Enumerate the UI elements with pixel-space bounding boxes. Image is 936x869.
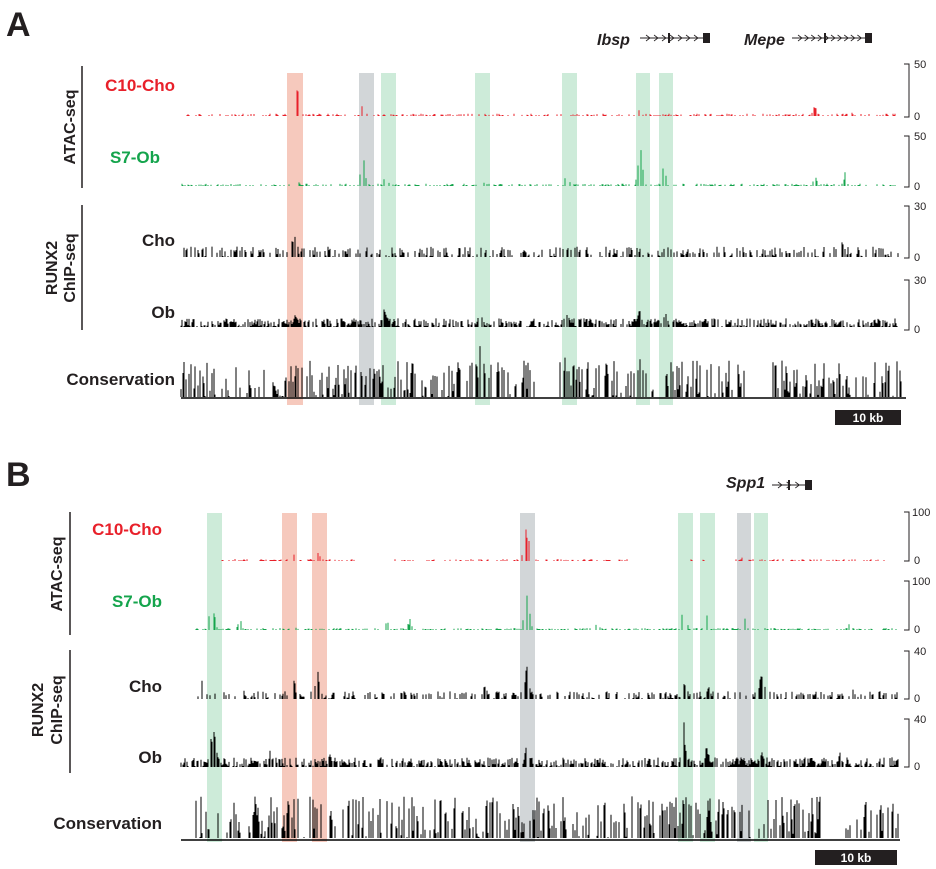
track-label-c10-cho: C10-Cho [92, 520, 162, 539]
axis-max-ob: 40 [914, 714, 926, 726]
axis-max-s7-ob: 100 [912, 576, 930, 588]
strand-arrow [795, 481, 800, 489]
highlight-band [678, 513, 693, 842]
panel-a-figure: A Ibsp Mepe ATAC-seq RUNX2 ChIP-seq C10-… [6, 6, 926, 425]
gene-model-mepe [792, 33, 872, 43]
axis-max-c10-cho: 100 [912, 507, 930, 519]
axis-min-cho: 0 [914, 693, 920, 705]
axis-max-cho: 30 [914, 201, 926, 213]
panel-b-figure: B Spp1 ATAC-seq RUNX2 ChIP-seq C10-Cho S… [6, 456, 930, 865]
strand-arrow [810, 34, 816, 42]
group-label-chipseq: ChIP-seq [62, 233, 79, 302]
axis-max-c10-cho: 50 [914, 59, 926, 71]
panel-label-b: B [6, 456, 31, 494]
highlight-band [636, 73, 650, 405]
panel-label-a: A [6, 6, 31, 44]
track-label-s7-ob: S7-Ob [110, 148, 160, 167]
signal-track [180, 309, 898, 327]
strand-arrow [837, 34, 843, 42]
strand-arrow [797, 34, 803, 42]
strand-arrow [677, 34, 683, 42]
strand-arrow [817, 34, 823, 42]
signal-track [181, 150, 896, 186]
signal-track [186, 90, 896, 116]
highlight-band [207, 513, 222, 842]
strand-arrow [843, 34, 849, 42]
highlight-band [282, 513, 297, 842]
gene-label-ibsp: Ibsp [597, 32, 630, 49]
b-y-axes [904, 511, 910, 768]
a-y-axes [904, 63, 910, 331]
b-highlight-regions [207, 513, 768, 842]
gene-model-ibsp [640, 33, 710, 43]
signal-track [221, 529, 885, 561]
strand-arrow [804, 34, 810, 42]
signal-track [183, 236, 899, 257]
strand-arrow [669, 34, 675, 42]
axis-min-s7-ob: 0 [914, 181, 920, 193]
track-label-conservation: Conservation [53, 814, 162, 833]
strand-arrow [685, 34, 691, 42]
strand-arrow [777, 481, 783, 489]
group-label-atac: ATAC-seq [49, 537, 66, 612]
track-label-c10-cho: C10-Cho [105, 76, 175, 95]
axis-min-ob: 0 [914, 761, 920, 773]
group-label-atac: ATAC-seq [62, 90, 79, 165]
b-signal-tracks [180, 529, 900, 841]
axis-max-cho: 40 [914, 646, 926, 658]
scale-bar [815, 850, 897, 865]
highlight-band [359, 73, 374, 405]
track-label-s7-ob: S7-Ob [112, 592, 162, 611]
scale-bar [835, 410, 901, 425]
exon-block [824, 33, 826, 43]
exon-block [703, 33, 710, 43]
group-label-runx2: RUNX2 [44, 241, 61, 295]
axis-max-s7-ob: 50 [914, 131, 926, 143]
axis-min-c10-cho: 0 [914, 111, 920, 123]
panel-a: A Ibsp Mepe ATAC-seq RUNX2 ChIP-seq C10-… [6, 6, 926, 425]
axis-min-s7-ob: 0 [914, 624, 920, 636]
track-label-cho: Cho [129, 677, 162, 696]
strand-arrow [693, 34, 699, 42]
scale-bar-label: 10 kb [841, 851, 872, 865]
axis-min-ob: 0 [914, 324, 920, 336]
gene-label-mepe: Mepe [744, 32, 785, 49]
track-label-ob: Ob [151, 303, 175, 322]
group-label-chipseq: ChIP-seq [49, 675, 66, 744]
strand-arrow [830, 34, 836, 42]
highlight-band [659, 73, 673, 405]
gene-model-spp1 [772, 480, 812, 490]
strand-arrow [857, 34, 863, 42]
exon-block [668, 33, 670, 43]
axis-min-cho: 0 [914, 252, 920, 264]
highlight-band [381, 73, 396, 405]
signal-track [180, 722, 899, 767]
panel-b: B Spp1 ATAC-seq RUNX2 ChIP-seq C10-Cho S… [0, 440, 936, 869]
a-signal-tracks [180, 90, 906, 399]
strand-arrow [661, 34, 667, 42]
signal-track [195, 796, 899, 838]
signal-track [180, 346, 902, 397]
exon-block [805, 480, 812, 490]
signal-track [197, 666, 898, 699]
axis-max-ob: 30 [914, 275, 926, 287]
exon-block [865, 33, 872, 43]
highlight-band [562, 73, 577, 405]
highlight-band [312, 513, 327, 842]
group-label-runx2: RUNX2 [30, 683, 47, 737]
strand-arrow [653, 34, 659, 42]
signal-track [195, 595, 897, 630]
highlight-band [700, 513, 715, 842]
highlight-band [737, 513, 751, 842]
scale-bar-label: 10 kb [853, 411, 884, 425]
highlight-band [475, 73, 490, 405]
exon-block [788, 480, 790, 490]
strand-arrow [850, 34, 856, 42]
track-label-ob: Ob [138, 748, 162, 767]
track-label-cho: Cho [142, 231, 175, 250]
track-label-conservation: Conservation [66, 370, 175, 389]
axis-min-c10-cho: 0 [914, 555, 920, 567]
strand-arrow [645, 34, 651, 42]
gene-label-spp1: Spp1 [726, 475, 765, 492]
